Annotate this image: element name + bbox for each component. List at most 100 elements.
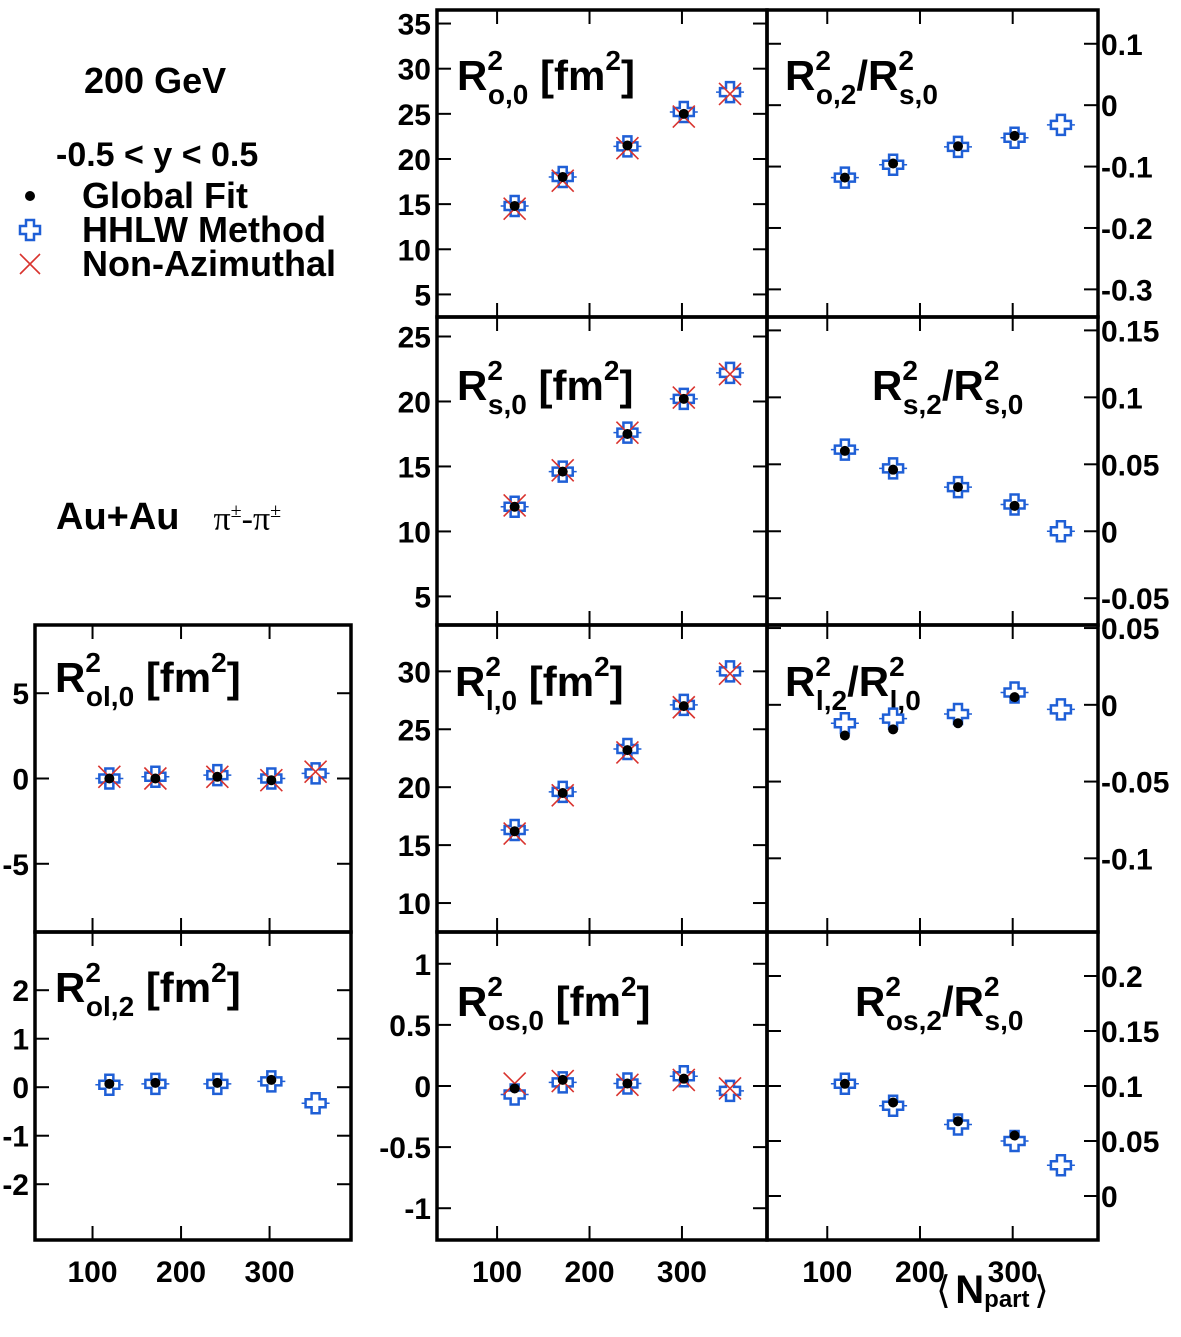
y-tick-label: 5 <box>12 678 29 711</box>
point-nonazimuthal <box>718 662 742 686</box>
panel-rol0: 5 0 -5 R2 ol,0 [fm2] <box>2 623 353 934</box>
y-tick-label: -0.1 <box>1101 843 1153 876</box>
x-tick-label: 200 <box>895 1256 945 1289</box>
point-global-fit <box>678 701 689 712</box>
y-tick-label: 15 <box>398 830 431 863</box>
y-tick-label: 0 <box>414 1071 431 1104</box>
y-tick-label: 1 <box>414 949 431 982</box>
point-global-fit <box>557 172 568 183</box>
point-hhlw <box>718 361 742 385</box>
panel-frame <box>765 315 1100 627</box>
point-global-fit <box>888 464 899 475</box>
point-global-fit <box>104 1078 115 1089</box>
panel-ro2: 0.1 0 -0.1 -0.2 -0.3 R2 o,2/R2 s,0 <box>765 8 1153 319</box>
point-global-fit <box>888 158 899 169</box>
y-tick-label: 0.2 <box>1101 961 1143 994</box>
panel-ros0: 1 0.5 0 -0.5 -1 100 200 300 R2 os,0 [fm2] <box>379 930 769 1289</box>
panel-rs0: 5 10 15 20 25 R2 s,0 [fm2] <box>398 315 769 627</box>
panel-title: R2 o,2/R2 s,0 <box>785 45 938 110</box>
point-global-fit <box>839 172 850 183</box>
system-label: Au+Au <box>56 496 180 538</box>
point-global-fit <box>839 730 850 741</box>
point-global-fit <box>622 140 633 151</box>
legend-label: HHLW Method <box>82 209 326 250</box>
point-hhlw <box>1049 1153 1073 1177</box>
point-hhlw <box>1049 698 1073 721</box>
panel-rol2: 2 1 0 -1 -2 100 200 300 R2 ol,2 [fm2] <box>2 930 353 1289</box>
panel-rl0: 10 15 20 25 30 R2 l,0 [fm2] <box>398 623 769 934</box>
point-hhlw <box>304 762 327 785</box>
y-tick-label: -0.05 <box>1101 583 1169 616</box>
point-global-fit <box>952 141 963 152</box>
y-tick-label: 25 <box>398 714 431 747</box>
x-tick-label: 200 <box>156 1256 206 1289</box>
legend-dot-icon <box>0 178 60 214</box>
y-tick-label: 0.5 <box>389 1010 431 1043</box>
legend-open-cross-icon <box>0 212 60 248</box>
point-global-fit <box>509 501 520 512</box>
point-nonazimuthal <box>718 1076 742 1101</box>
point-nonazimuthal <box>718 362 742 386</box>
point-global-fit <box>212 771 223 782</box>
legend-x-icon <box>0 246 60 282</box>
x-tick-label: 100 <box>802 1256 852 1289</box>
point-global-fit <box>678 393 689 404</box>
panel-frame <box>765 930 1100 1242</box>
y-tick-label: 5 <box>414 279 431 312</box>
point-global-fit <box>1009 1130 1020 1141</box>
y-tick-label: -0.2 <box>1101 213 1153 246</box>
y-tick-label: -0.5 <box>379 1132 431 1165</box>
point-global-fit <box>557 787 568 798</box>
point-global-fit <box>678 108 689 119</box>
y-tick-label: 0.05 <box>1101 613 1159 646</box>
point-global-fit <box>622 1078 633 1089</box>
point-global-fit <box>557 466 568 477</box>
y-tick-label: 0 <box>1101 1181 1118 1214</box>
legend: Global Fit HHLW Method Non-Azimuthal <box>0 175 360 288</box>
legend-label: Global Fit <box>82 175 248 216</box>
y-tick-label: -0.3 <box>1101 274 1153 307</box>
point-global-fit <box>622 428 633 439</box>
panel-rs2: 0.15 0.1 0.05 0 -0.05 R2 s,2/R2 s,0 <box>765 315 1169 627</box>
y-tick-label: 0.15 <box>1101 1016 1159 1049</box>
y-tick-label: 25 <box>398 321 431 354</box>
panel-title: R2 ol,2 [fm2] <box>55 957 241 1022</box>
point-hhlw <box>718 80 742 104</box>
point-global-fit <box>888 1097 899 1108</box>
y-tick-label: 0.05 <box>1101 1126 1159 1159</box>
x-tick-label: 300 <box>245 1256 295 1289</box>
y-tick-label: 2 <box>12 975 29 1008</box>
point-global-fit <box>952 1116 963 1127</box>
panel-title: R2 o,0 [fm2] <box>457 45 635 110</box>
legend-label: Non-Azimuthal <box>82 243 336 284</box>
y-tick-label: 0.1 <box>1101 382 1143 415</box>
point-global-fit <box>509 1083 520 1094</box>
panel-ro0: 5 10 15 20 25 30 35 R2 o,0 [fm2] <box>398 8 769 319</box>
point-global-fit <box>839 1078 850 1089</box>
x-axis-title: ⟨ Npart ⟩ <box>936 1268 1049 1314</box>
point-global-fit <box>888 724 899 735</box>
y-tick-label: 10 <box>398 888 431 921</box>
rapidity-label: -0.5 < y < 0.5 <box>56 136 259 174</box>
point-global-fit <box>839 445 850 456</box>
y-tick-label: 15 <box>398 189 431 222</box>
point-global-fit <box>212 1077 223 1088</box>
legend-item-global: Global Fit <box>0 175 248 216</box>
point-global-fit <box>266 775 277 786</box>
point-hhlw <box>718 1079 742 1103</box>
x-tick-label: 300 <box>657 1256 707 1289</box>
y-tick-label: 0 <box>12 764 29 797</box>
y-tick-label: -0.05 <box>1101 767 1169 800</box>
y-tick-label: 30 <box>398 54 431 87</box>
point-global-fit <box>509 200 520 211</box>
x-tick-label: 200 <box>564 1256 614 1289</box>
y-tick-label: -2 <box>2 1169 29 1202</box>
pair-label: π±-π± <box>213 499 282 537</box>
point-global-fit <box>509 826 520 837</box>
y-tick-label: 5 <box>414 581 431 614</box>
panel-ros2: 0.2 0.15 0.1 0.05 0 100 200 300 R2 os,2/R2 s,0 <box>765 930 1159 1289</box>
y-tick-label: 25 <box>398 99 431 132</box>
y-tick-label: 0 <box>12 1072 29 1105</box>
point-global-fit <box>952 482 963 493</box>
